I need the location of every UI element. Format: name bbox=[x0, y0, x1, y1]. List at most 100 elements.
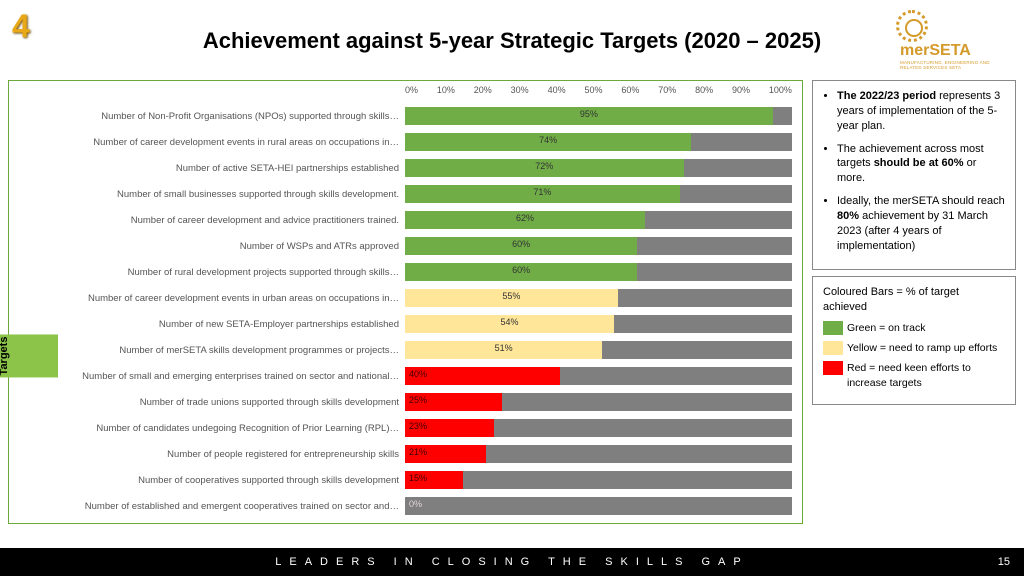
x-tick: 70% bbox=[658, 85, 676, 99]
strategic-targets-chart: Targets 0%10%20%30%40%50%60%70%80%90%100… bbox=[8, 80, 803, 524]
bar-track: 21% bbox=[405, 445, 792, 463]
decorative-gears bbox=[0, 60, 4, 546]
bar-label: Number of candidates undegoing Recogniti… bbox=[19, 423, 405, 434]
bar-value: 71% bbox=[405, 187, 680, 197]
bar-value: 25% bbox=[405, 395, 502, 405]
x-tick: 20% bbox=[474, 85, 492, 99]
bar-value: 54% bbox=[405, 317, 614, 327]
bar-value: 55% bbox=[405, 291, 618, 301]
x-axis-ticks: 0%10%20%30%40%50%60%70%80%90%100% bbox=[405, 85, 792, 99]
legend-swatch bbox=[823, 341, 843, 355]
bar-track: 0%0% bbox=[405, 497, 792, 515]
bar-fill: 51% bbox=[405, 341, 602, 359]
bar-row: Number of WSPs and ATRs approved60% bbox=[19, 233, 792, 259]
bar-fill: 21% bbox=[405, 445, 486, 463]
legend-swatch bbox=[823, 361, 843, 375]
bar-row: Number of merSETA skills development pro… bbox=[19, 337, 792, 363]
bar-row: Number of people registered for entrepre… bbox=[19, 441, 792, 467]
bar-value: 60% bbox=[405, 239, 637, 249]
bar-track: 95% bbox=[405, 107, 792, 125]
bar-label: Number of active SETA-HEI partnerships e… bbox=[19, 163, 405, 174]
bar-label: Number of rural development projects sup… bbox=[19, 267, 405, 278]
notes-panel: The 2022/23 period represents 3 years of… bbox=[812, 80, 1016, 270]
note-item: Ideally, the merSETA should reach 80% ac… bbox=[837, 194, 1005, 253]
bar-row: Number of small and emerging enterprises… bbox=[19, 363, 792, 389]
legend-label: Green = on track bbox=[847, 321, 1005, 335]
bar-value: 62% bbox=[405, 213, 645, 223]
merseta-logo: merSETA MANUFACTURING, ENGINEERING AND R… bbox=[896, 10, 1006, 50]
bar-track: 54% bbox=[405, 315, 792, 333]
footer-bar: LEADERS IN CLOSING THE SKILLS GAP 15 bbox=[0, 548, 1024, 576]
logo-brand: merSETA bbox=[900, 42, 1006, 60]
bar-rows: Number of Non-Profit Organisations (NPOs… bbox=[19, 103, 792, 517]
bar-track: 51% bbox=[405, 341, 792, 359]
legend-item: Yellow = need to ramp up efforts bbox=[823, 341, 1005, 355]
bar-track: 55% bbox=[405, 289, 792, 307]
bar-track: 71% bbox=[405, 185, 792, 203]
bar-value: 72% bbox=[405, 161, 684, 171]
x-tick: 30% bbox=[511, 85, 529, 99]
bar-row: Number of established and emergent coope… bbox=[19, 493, 792, 519]
legend-item: Green = on track bbox=[823, 321, 1005, 335]
legend-label: Yellow = need to ramp up efforts bbox=[847, 341, 1005, 355]
x-tick: 50% bbox=[584, 85, 602, 99]
x-tick: 10% bbox=[437, 85, 455, 99]
legend-label: Red = need keen efforts to increase targ… bbox=[847, 361, 1005, 389]
x-tick: 80% bbox=[695, 85, 713, 99]
bar-value: 23% bbox=[405, 421, 494, 431]
bar-fill: 40% bbox=[405, 367, 560, 385]
bar-fill: 60% bbox=[405, 263, 637, 281]
bar-label: Number of Non-Profit Organisations (NPOs… bbox=[19, 111, 405, 122]
bar-fill: 60% bbox=[405, 237, 637, 255]
bar-fill: 15% bbox=[405, 471, 463, 489]
bar-label: Number of small and emerging enterprises… bbox=[19, 371, 405, 382]
side-panels: The 2022/23 period represents 3 years of… bbox=[812, 80, 1016, 411]
bar-track: 62% bbox=[405, 211, 792, 229]
bar-fill: 95% bbox=[405, 107, 773, 125]
bar-track: 60% bbox=[405, 263, 792, 281]
bar-track: 25% bbox=[405, 393, 792, 411]
x-tick: 60% bbox=[621, 85, 639, 99]
bar-row: Number of trade unions supported through… bbox=[19, 389, 792, 415]
page-title: Achievement against 5-year Strategic Tar… bbox=[0, 28, 1024, 54]
bar-track: 60% bbox=[405, 237, 792, 255]
bar-value: 74% bbox=[405, 135, 691, 145]
bar-fill: 54% bbox=[405, 315, 614, 333]
bar-row: Number of active SETA-HEI partnerships e… bbox=[19, 155, 792, 181]
bar-track: 15% bbox=[405, 471, 792, 489]
x-tick: 40% bbox=[548, 85, 566, 99]
bar-fill: 71% bbox=[405, 185, 680, 203]
bar-value: 51% bbox=[405, 343, 602, 353]
bar-row: Number of cooperatives supported through… bbox=[19, 467, 792, 493]
bar-fill: 74% bbox=[405, 133, 691, 151]
bar-fill: 72% bbox=[405, 159, 684, 177]
bar-fill: 23% bbox=[405, 419, 494, 437]
bar-label: Number of career development events in u… bbox=[19, 293, 405, 304]
bar-row: Number of career development and advice … bbox=[19, 207, 792, 233]
bar-row: Number of career development events in u… bbox=[19, 285, 792, 311]
bar-row: Number of Non-Profit Organisations (NPOs… bbox=[19, 103, 792, 129]
bar-fill: 62% bbox=[405, 211, 645, 229]
bar-track: 74% bbox=[405, 133, 792, 151]
legend-item: Red = need keen efforts to increase targ… bbox=[823, 361, 1005, 389]
bar-label: Number of new SETA-Employer partnerships… bbox=[19, 319, 405, 330]
bar-track: 40% bbox=[405, 367, 792, 385]
legend-panel: Coloured Bars = % of target achieved Gre… bbox=[812, 276, 1016, 404]
bar-label: Number of cooperatives supported through… bbox=[19, 475, 405, 486]
note-item: The 2022/23 period represents 3 years of… bbox=[837, 89, 1005, 134]
bar-fill: 25% bbox=[405, 393, 502, 411]
page-number: 15 bbox=[998, 548, 1010, 576]
bar-fill: 55% bbox=[405, 289, 618, 307]
bar-value: 15% bbox=[405, 473, 463, 483]
bar-label: Number of merSETA skills development pro… bbox=[19, 345, 405, 356]
bar-row: Number of small businesses supported thr… bbox=[19, 181, 792, 207]
legend-swatch bbox=[823, 321, 843, 335]
x-tick: 0% bbox=[405, 85, 418, 99]
bar-track: 23% bbox=[405, 419, 792, 437]
footer-tagline: LEADERS IN CLOSING THE SKILLS GAP bbox=[275, 556, 748, 568]
bar-row: Number of new SETA-Employer partnerships… bbox=[19, 311, 792, 337]
logo-subtitle: MANUFACTURING, ENGINEERING AND RELATED S… bbox=[900, 60, 1006, 70]
bar-label: Number of career development events in r… bbox=[19, 137, 405, 148]
bar-row: Number of rural development projects sup… bbox=[19, 259, 792, 285]
note-item: The achievement across most targets shou… bbox=[837, 142, 1005, 187]
